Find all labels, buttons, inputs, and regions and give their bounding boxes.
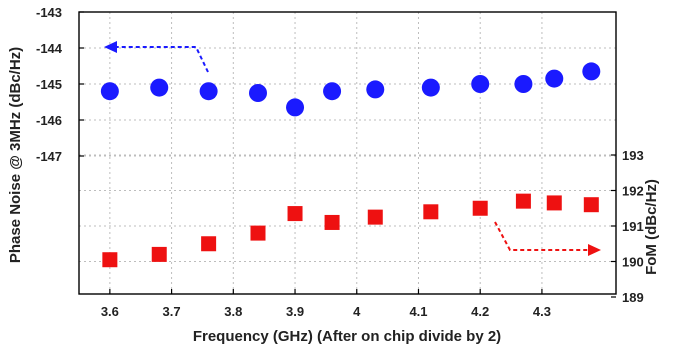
y-right-tick-label: 189	[622, 290, 644, 305]
phase-noise-series	[100, 62, 601, 117]
fom-point	[102, 252, 118, 268]
grid	[79, 12, 616, 294]
annotations	[104, 41, 601, 256]
phase-noise-point	[150, 78, 169, 97]
phase-noise-point	[514, 75, 533, 93]
x-tick-label: 3.8	[224, 304, 242, 319]
fom-point	[201, 236, 217, 252]
y-right-tick-labels: 193 192 191 190 189	[622, 148, 644, 305]
phase-noise-point	[100, 82, 119, 101]
phase-noise-point	[199, 82, 218, 101]
x-tick-label: 4.2	[471, 304, 489, 319]
x-axis-title: Frequency (GHz) (After on chip divide by…	[193, 328, 501, 345]
phase-noise-point	[286, 98, 305, 117]
y-left-tick-label: -147	[36, 149, 62, 164]
x-tick-label: 4	[353, 304, 361, 319]
phase-noise-arrowhead	[104, 41, 117, 53]
fom-point	[367, 209, 383, 225]
y-right-tick-label: 191	[622, 219, 644, 234]
fom-arrowhead	[588, 244, 601, 256]
y-left-tick-label: -143	[36, 5, 62, 20]
y-left-axis-title: Phase Noise @ 3MHz (dBc/Hz)	[7, 47, 24, 263]
tick-marks	[79, 11, 616, 298]
y-left-tick-label: -146	[36, 113, 62, 128]
phase-noise-point	[366, 80, 385, 99]
fom-axis-arrow	[494, 221, 588, 251]
phase-noise-point	[323, 82, 342, 101]
x-tick-labels: 3.6 3.7 3.8 3.9 4 4.1 4.2 4.3	[101, 304, 551, 319]
phase-noise-axis-arrow	[116, 46, 209, 73]
fom-point	[583, 197, 599, 213]
x-tick-label: 3.7	[163, 304, 181, 319]
fom-series	[102, 193, 599, 268]
fom-point	[472, 200, 488, 216]
y-left-tick-label: -144	[36, 41, 63, 56]
fom-point	[515, 193, 531, 209]
y-right-tick-label: 192	[622, 184, 644, 199]
y-right-tick-label: 190	[622, 255, 644, 270]
y-right-axis-title: FoM (dBc/Hz)	[643, 179, 660, 275]
y-left-tick-labels: -143 -144 -145 -146 -147	[36, 5, 63, 164]
x-tick-label: 3.6	[101, 304, 119, 319]
fom-point	[250, 225, 266, 241]
fom-point	[324, 214, 340, 230]
phase-noise-point	[421, 78, 440, 97]
y-right-tick-label: 193	[622, 148, 644, 163]
x-tick-label: 4.1	[409, 304, 427, 319]
phase-noise-point	[582, 62, 601, 81]
fom-point	[546, 195, 562, 211]
y-left-tick-label: -145	[36, 77, 62, 92]
phase-noise-point	[249, 84, 267, 102]
x-tick-label: 3.9	[286, 304, 304, 319]
phase-noise-point	[545, 69, 564, 88]
fom-point	[151, 246, 167, 262]
fom-point	[287, 206, 303, 222]
phase-noise-point	[471, 75, 490, 93]
plot-frame	[78, 11, 617, 295]
x-tick-label: 4.3	[533, 304, 551, 319]
fom-point	[423, 204, 439, 220]
